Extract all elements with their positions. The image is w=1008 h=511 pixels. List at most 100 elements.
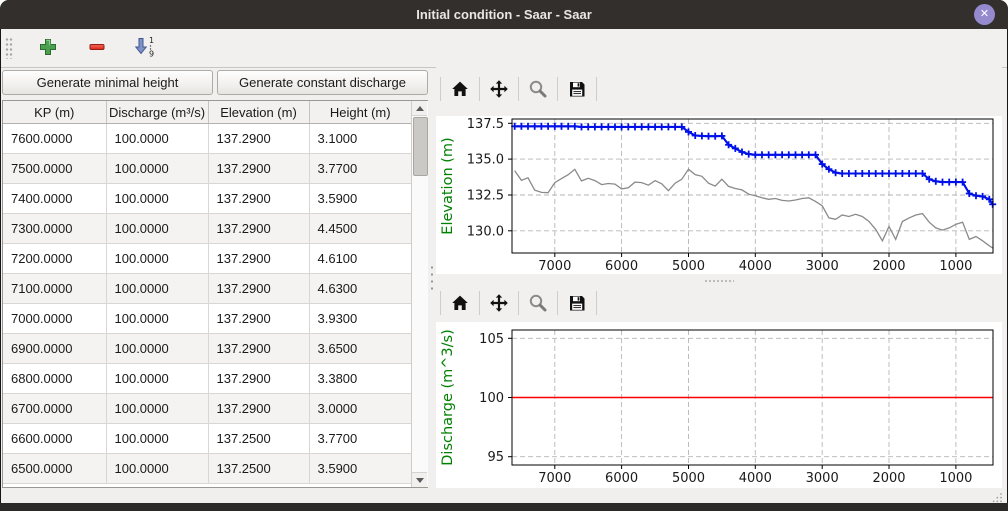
table-cell[interactable]: 3.5900: [309, 453, 411, 484]
y-tick-label: 105: [479, 332, 504, 347]
table-cell[interactable]: 3.5900: [309, 183, 411, 214]
column-header-2[interactable]: Elevation (m): [208, 101, 310, 124]
table-cell[interactable]: 6500.0000: [3, 453, 107, 484]
table-cell[interactable]: 4.4500: [309, 213, 411, 244]
generator-buttons-row: Generate minimal height Generate constan…: [2, 70, 428, 95]
table-cell[interactable]: 137.2900: [208, 363, 310, 394]
column-header-3[interactable]: Height (m): [309, 101, 411, 124]
splitter-grip-dots: [704, 280, 734, 282]
y-tick-label: 95: [487, 450, 504, 465]
elevation-chart-canvas[interactable]: 7000 6000 5000 4000 3000 2000 1000 137.5 135.0 13…: [436, 116, 1002, 274]
nav-home-button[interactable]: [445, 289, 475, 317]
table-cell[interactable]: 137.2900: [208, 393, 310, 424]
nav-save-button[interactable]: [562, 289, 592, 317]
column-header-1[interactable]: Discharge (m³/s): [106, 101, 209, 124]
table-cell[interactable]: 100.0000: [106, 123, 209, 154]
table-cell[interactable]: 6700.0000: [3, 393, 107, 424]
scroll-up-button[interactable]: [412, 101, 427, 116]
table-cell[interactable]: 100.0000: [106, 453, 209, 484]
add-row-button[interactable]: [35, 35, 61, 61]
panel-splitter[interactable]: [428, 67, 436, 489]
table-cell[interactable]: 137.2900: [208, 183, 310, 214]
chart-splitter[interactable]: [704, 278, 734, 284]
table-cell[interactable]: 100.0000: [106, 363, 209, 394]
remove-row-button[interactable]: [84, 35, 110, 61]
table-cell[interactable]: 6600.0000: [3, 423, 107, 454]
resize-grip[interactable]: [991, 491, 1003, 503]
x-tick-label: 6000: [605, 471, 638, 486]
sort-rows-button[interactable]: 1 9: [132, 35, 158, 61]
nav-pan-button[interactable]: [484, 75, 514, 103]
generate-minimal-height-button[interactable]: Generate minimal height: [2, 70, 213, 95]
table-cell[interactable]: 100.0000: [106, 423, 209, 454]
table-scrollbar[interactable]: [411, 101, 428, 487]
generate-constant-discharge-button[interactable]: Generate constant discharge: [217, 70, 428, 95]
table-cell[interactable]: 137.2900: [208, 153, 310, 184]
table-cell[interactable]: 3.3800: [309, 363, 411, 394]
table-cell[interactable]: 137.2500: [208, 423, 310, 454]
table-cell[interactable]: 100.0000: [106, 333, 209, 364]
toolbar-drag-handle[interactable]: [5, 37, 13, 59]
save-icon: [570, 296, 585, 311]
bottom-elevation-line: [514, 168, 994, 249]
home-icon: [452, 295, 468, 310]
y-tick-label: 135.0: [467, 153, 504, 168]
table-cell[interactable]: 137.2900: [208, 213, 310, 244]
table-cell[interactable]: 7600.0000: [3, 123, 107, 154]
table-cell[interactable]: 100.0000: [106, 273, 209, 304]
x-tick-label: 2000: [872, 259, 905, 274]
table-cell[interactable]: 100.0000: [106, 303, 209, 334]
table-cell[interactable]: 100.0000: [106, 243, 209, 274]
close-button[interactable]: ✕: [974, 4, 995, 25]
table-cell[interactable]: 100.0000: [106, 153, 209, 184]
table-cell[interactable]: 7400.0000: [3, 183, 107, 214]
table-cell[interactable]: 137.2900: [208, 303, 310, 334]
table-cell[interactable]: 100.0000: [106, 213, 209, 244]
table-cell[interactable]: 4.6300: [309, 273, 411, 304]
toolbar-separator: [440, 291, 441, 315]
table-cell[interactable]: 100.0000: [106, 183, 209, 214]
table-cell[interactable]: 3.9300: [309, 303, 411, 334]
table-cell[interactable]: 7500.0000: [3, 153, 107, 184]
y-tick-label: 137.5: [467, 117, 504, 132]
table-cell[interactable]: 3.7700: [309, 423, 411, 454]
nav-zoom-button[interactable]: [523, 289, 553, 317]
table-cell[interactable]: 100.0000: [106, 393, 209, 424]
table-header-row: KP (m) Discharge (m³/s) Elevation (m) Heigh…: [3, 101, 411, 124]
table-cell[interactable]: 3.1000: [309, 123, 411, 154]
nav-zoom-button[interactable]: [523, 75, 553, 103]
nav-pan-button[interactable]: [484, 289, 514, 317]
nav-home-button[interactable]: [445, 75, 475, 103]
column-header-0[interactable]: KP (m): [3, 101, 107, 124]
charts-panel: 7000 6000 5000 4000 3000 2000 1000 137.5 135.0 13…: [436, 67, 1002, 489]
table-cell[interactable]: 6800.0000: [3, 363, 107, 394]
titlebar[interactable]: Initial condition - Saar - Saar ✕: [0, 0, 1008, 29]
table-cell[interactable]: 137.2900: [208, 243, 310, 274]
table-cell[interactable]: 4.6100: [309, 243, 411, 274]
y-tick-label: 130.0: [467, 224, 504, 239]
zoom-icon: [529, 294, 547, 312]
sort-ascending-icon: 1 9: [134, 36, 154, 59]
elevation-chart[interactable]: 7000 6000 5000 4000 3000 2000 1000 137.5 135.0 13…: [436, 116, 1002, 274]
scroll-down-button[interactable]: [412, 472, 427, 487]
table-cell[interactable]: 7300.0000: [3, 213, 107, 244]
discharge-chart[interactable]: 7000 6000 5000 4000 3000 2000 1000 105 100 95 Disc…: [436, 322, 1002, 488]
table-cell[interactable]: 7200.0000: [3, 243, 107, 274]
table-cell[interactable]: 7000.0000: [3, 303, 107, 334]
table-cell[interactable]: 137.2900: [208, 273, 310, 304]
table-cell[interactable]: 3.7700: [309, 153, 411, 184]
close-icon: ✕: [979, 8, 990, 20]
table-cell[interactable]: 3.6500: [309, 333, 411, 364]
nav-save-button[interactable]: [562, 75, 592, 103]
x-tick-label: 2000: [872, 471, 905, 486]
table-cell[interactable]: 6900.0000: [3, 333, 107, 364]
pan-icon: [490, 294, 508, 312]
table-cell[interactable]: 137.2500: [208, 453, 310, 484]
y-axis-label: Elevation (m): [440, 137, 456, 234]
discharge-chart-canvas[interactable]: 7000 6000 5000 4000 3000 2000 1000 105 100 95 Disc…: [436, 322, 1002, 488]
table-cell[interactable]: 7100.0000: [3, 273, 107, 304]
table-cell[interactable]: 3.0000: [309, 393, 411, 424]
table-cell[interactable]: 137.2900: [208, 123, 310, 154]
table-cell[interactable]: 137.2900: [208, 333, 310, 364]
scrollbar-thumb[interactable]: [413, 117, 428, 176]
